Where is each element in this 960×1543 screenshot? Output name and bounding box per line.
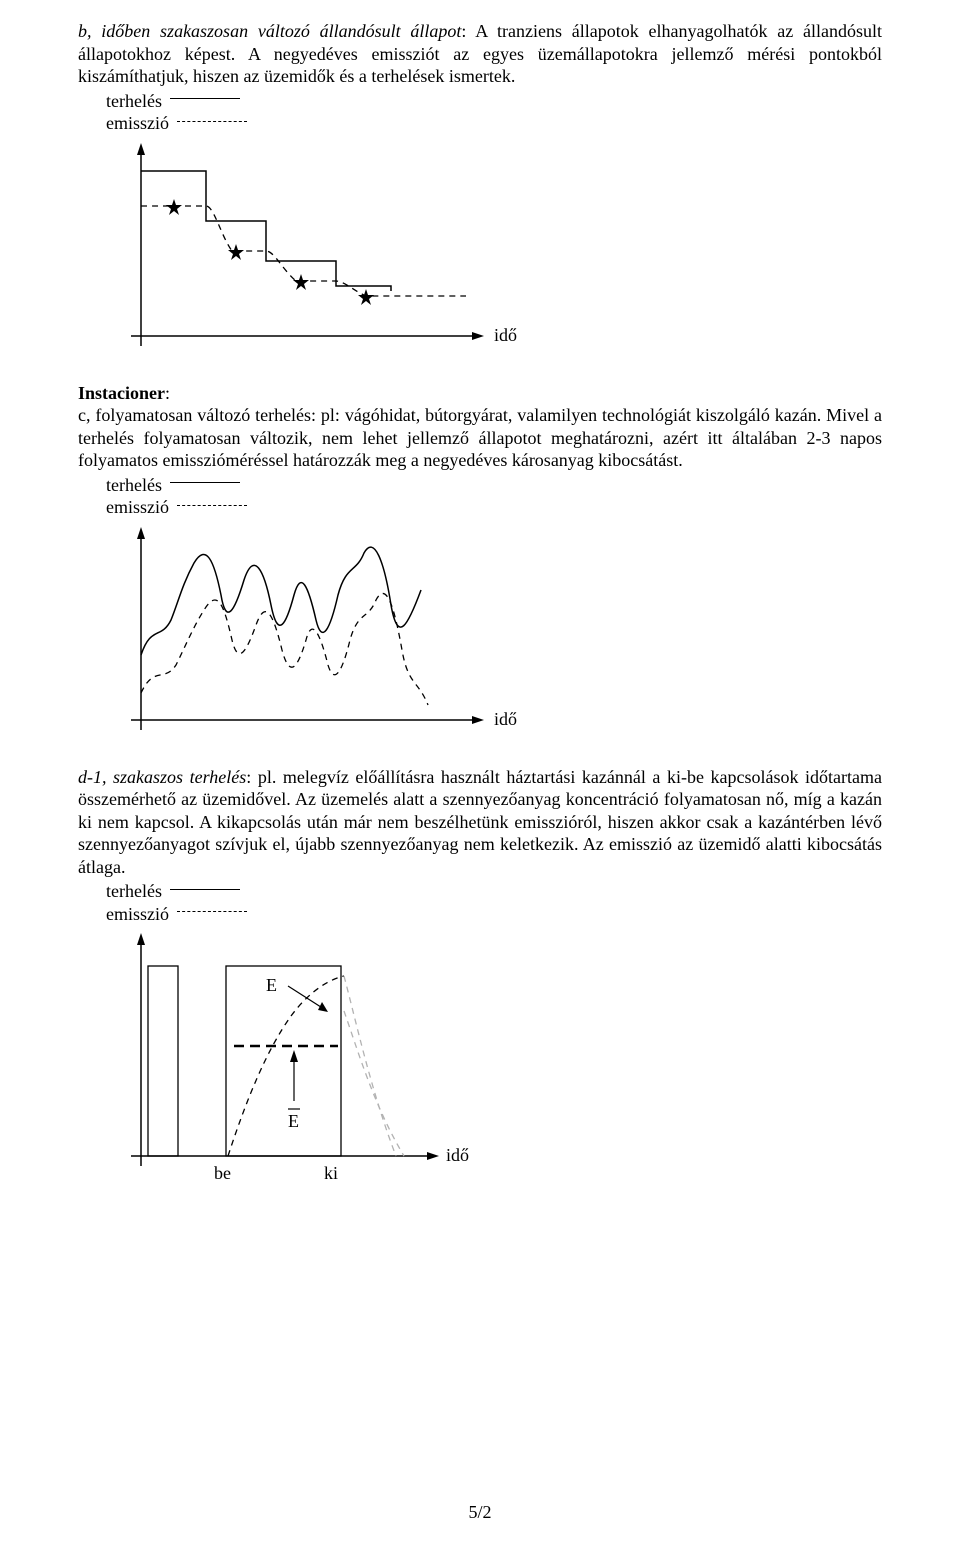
page-number: 5/2 <box>0 1502 960 1523</box>
chart-2-svg <box>106 525 526 755</box>
page: b, időben szakaszosan változó állandósul… <box>0 0 960 1543</box>
chart-1-svg <box>106 141 526 371</box>
legend-label-emisszio-2: emisszió <box>106 496 169 519</box>
legend-2-emisszio: emisszió <box>106 496 882 519</box>
chart-1-x-label: idő <box>494 325 517 346</box>
para-b: b, időben szakaszosan változó állandósul… <box>78 20 882 88</box>
chart-1: idő <box>106 141 882 376</box>
dashed-line-icon <box>177 505 247 506</box>
legend-label-emisszio-3: emisszió <box>106 903 169 926</box>
para-d-intro: d-1, szakaszos terhelés <box>78 767 246 787</box>
para-c: Instacioner: c, folyamatosan változó ter… <box>78 382 882 472</box>
legend-3-emisszio: emisszió <box>106 903 882 926</box>
chart-2: idő <box>106 525 882 760</box>
chart-2-x-label: idő <box>494 709 517 730</box>
legend-label-emisszio: emisszió <box>106 112 169 135</box>
solid-line-icon <box>170 98 240 99</box>
para-d: d-1, szakaszos terhelés: pl. melegvíz el… <box>78 766 882 879</box>
chart-3: idő E E be ki <box>106 931 882 1206</box>
chart-3-be-label: be <box>214 1163 231 1184</box>
legend-3-terheles: terhelés <box>106 880 882 903</box>
para-c-heading: Instacioner <box>78 383 165 403</box>
para-b-intro: b, időben szakaszosan változó állandósul… <box>78 21 461 41</box>
legend-label-terheles: terhelés <box>106 90 162 113</box>
chart-3-E-label: E <box>266 975 277 996</box>
legend-1-emisszio: emisszió <box>106 112 882 135</box>
legend-2-terheles: terhelés <box>106 474 882 497</box>
legend-3: terhelés emisszió <box>106 880 882 925</box>
legend-1: terhelés emisszió <box>106 90 882 135</box>
para-c-body: c, folyamatosan változó terhelés: pl: vá… <box>78 405 882 470</box>
dashed-line-icon <box>177 121 247 122</box>
legend-label-terheles-3: terhelés <box>106 880 162 903</box>
legend-1-terheles: terhelés <box>106 90 882 113</box>
solid-line-icon <box>170 889 240 890</box>
dashed-line-icon <box>177 911 247 912</box>
solid-line-icon <box>170 482 240 483</box>
para-c-colon: : <box>165 383 170 403</box>
chart-3-ki-label: ki <box>324 1163 338 1184</box>
legend-label-terheles-2: terhelés <box>106 474 162 497</box>
legend-2: terhelés emisszió <box>106 474 882 519</box>
chart-3-Ebar-label: E <box>288 1111 299 1132</box>
chart-3-x-label: idő <box>446 1145 469 1166</box>
